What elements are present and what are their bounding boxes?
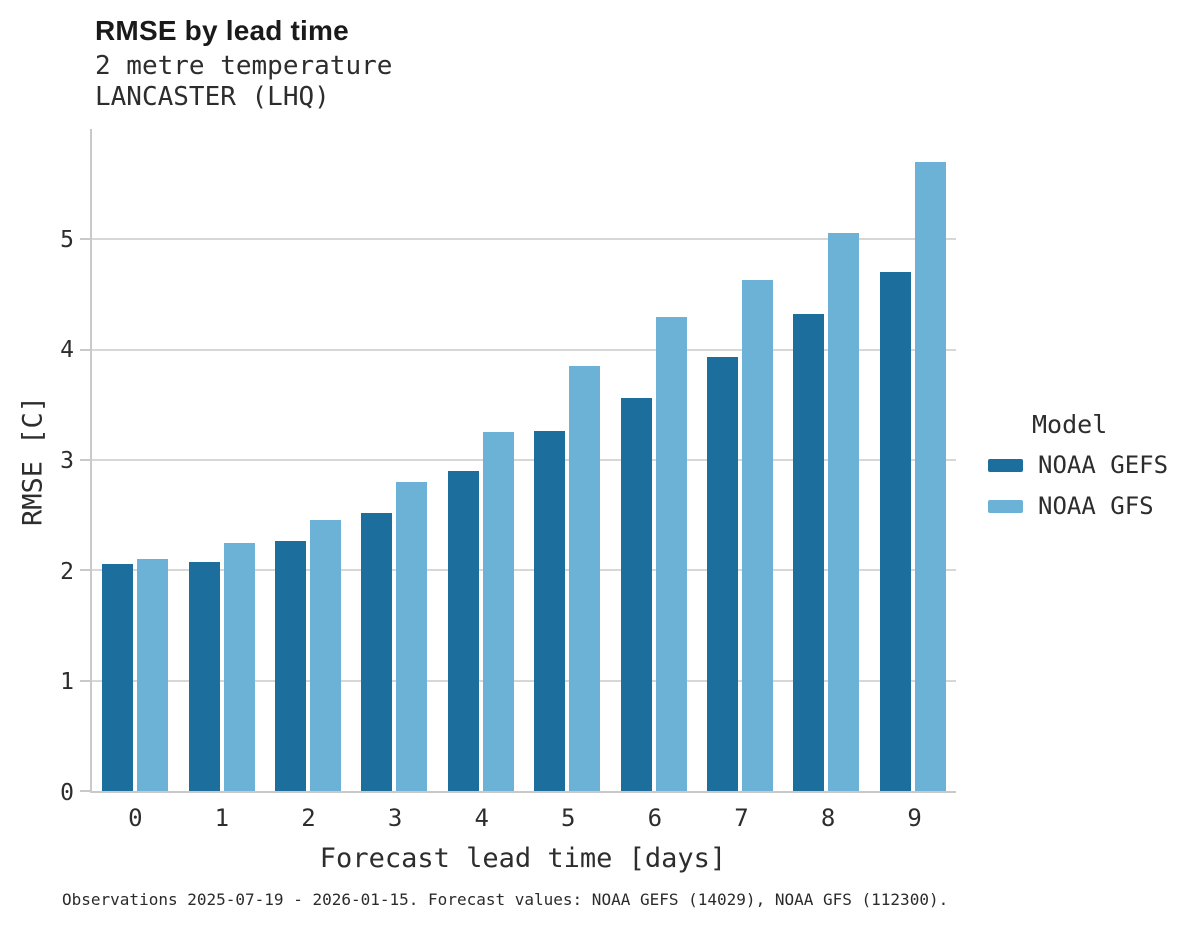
legend: Model NOAA GEFS NOAA GFS (988, 410, 1168, 533)
bar-noaa-gefs-day-1 (188, 561, 220, 791)
gridline-y-1 (92, 679, 956, 682)
bar-noaa-gefs-day-5 (534, 431, 566, 791)
y-tick-2 (80, 569, 90, 572)
x-tick-label-1: 1 (214, 804, 230, 832)
bar-noaa-gfs-day-4 (482, 432, 514, 791)
bar-group-day-1 (178, 129, 264, 791)
bar-noaa-gefs-day-2 (275, 540, 307, 791)
y-tick-label-1: 1 (60, 669, 74, 696)
y-tick-label-4: 4 (60, 337, 74, 364)
x-axis-tick-labels: 0 1 2 3 4 5 6 7 8 9 (92, 804, 958, 832)
x-tick-label-8: 8 (820, 804, 836, 832)
gridline-y-3 (92, 459, 956, 461)
bar-noaa-gfs-day-2 (310, 519, 342, 791)
bar-group-day-8 (783, 129, 869, 791)
plot-area (80, 129, 956, 793)
x-tick-label-6: 6 (647, 804, 663, 832)
gridline-y-2 (92, 569, 956, 572)
legend-label-noaa-gefs: NOAA GEFS (1038, 451, 1169, 479)
legend-swatch-noaa-gefs (988, 458, 1023, 472)
x-tick-label-9: 9 (907, 804, 922, 832)
y-tick-label-3: 3 (60, 448, 74, 474)
bar-noaa-gfs-day-6 (655, 316, 687, 791)
bar-group-day-9 (870, 129, 956, 791)
gridlines (92, 129, 956, 791)
y-axis-tick-labels: 0 1 2 3 4 5 (0, 129, 74, 806)
chart-caption: Observations 2025-07-19 - 2026-01-15. Fo… (62, 890, 949, 909)
bar-noaa-gefs-day-0 (102, 563, 134, 791)
legend-label-noaa-gfs: NOAA GFS (1038, 492, 1154, 520)
bar-noaa-gfs-day-7 (742, 280, 774, 791)
y-tick-0 (80, 790, 90, 792)
bar-group-day-3 (351, 129, 437, 791)
x-tick-label-4: 4 (474, 804, 489, 832)
y-tick-5 (80, 238, 90, 241)
x-tick-label-2: 2 (301, 804, 316, 832)
bar-group-day-0 (92, 129, 178, 791)
bar-noaa-gfs-day-3 (396, 482, 428, 791)
y-axis-tick-marks (80, 129, 90, 792)
bar-noaa-gefs-day-4 (447, 471, 479, 791)
y-tick-label-5: 5 (60, 226, 74, 253)
gridline-y-4 (92, 348, 956, 351)
chart-subtitle-variable: 2 metre temperature (95, 51, 393, 81)
legend-title: Model (1032, 410, 1108, 439)
legend-item-noaa-gfs: NOAA GFS (988, 492, 1168, 520)
x-tick-label-5: 5 (561, 804, 576, 832)
bar-noaa-gefs-day-8 (793, 314, 825, 791)
chart-subtitle-station: LANCASTER (LHQ) (95, 82, 330, 112)
y-tick-label-0: 0 (60, 780, 74, 806)
chart-header: RMSE by lead time 2 metre temperature LA… (95, 14, 392, 113)
bar-noaa-gefs-day-3 (361, 512, 393, 791)
y-tick-3 (80, 459, 90, 461)
bar-group-day-7 (697, 129, 783, 791)
bar-group-day-4 (438, 129, 524, 791)
x-axis-title: Forecast lead time [days] (319, 843, 727, 874)
x-tick-label-7: 7 (734, 804, 749, 832)
bar-group-day-5 (524, 129, 610, 791)
x-tick-label-3: 3 (387, 804, 403, 832)
bar-noaa-gfs-day-5 (569, 366, 601, 791)
bar-noaa-gefs-day-9 (879, 272, 911, 791)
gridline-y-5 (92, 238, 956, 241)
bar-group-day-2 (265, 129, 351, 791)
y-axis-title: RMSE [C] (17, 395, 49, 527)
bar-noaa-gefs-day-7 (707, 357, 739, 791)
bar-noaa-gfs-day-0 (137, 559, 169, 791)
bar-noaa-gfs-day-9 (914, 162, 946, 791)
y-tick-4 (80, 348, 90, 351)
y-tick-label-2: 2 (60, 558, 74, 585)
y-tick-1 (80, 679, 90, 682)
bar-group-day-6 (610, 129, 696, 791)
legend-item-noaa-gefs: NOAA GEFS (988, 451, 1168, 479)
chart-title: RMSE by lead time (95, 15, 349, 46)
legend-swatch-noaa-gfs (988, 499, 1023, 513)
bar-noaa-gefs-day-6 (620, 398, 652, 791)
bar-series-container (92, 129, 956, 791)
bar-noaa-gfs-day-1 (223, 542, 255, 791)
x-tick-label-0: 0 (128, 804, 143, 832)
bar-noaa-gfs-day-8 (828, 232, 860, 791)
